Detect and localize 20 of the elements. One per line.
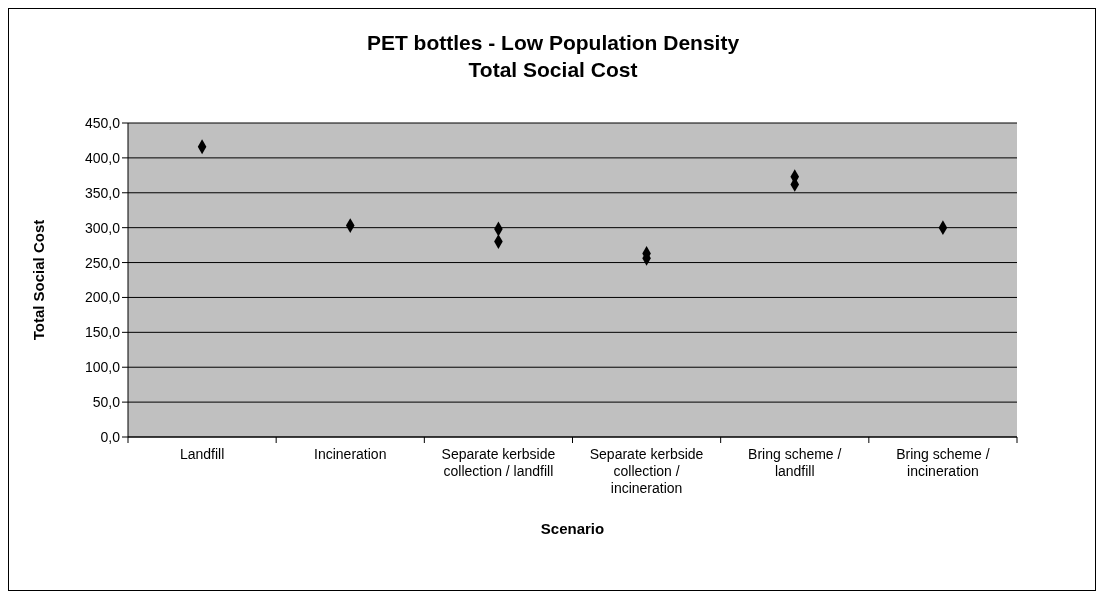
chart-subtitle: Total Social Cost (467, 57, 639, 83)
y-tick-label: 400,0 (84, 149, 121, 166)
x-tick-label: Separate kerbside collection / incineration (589, 446, 704, 496)
x-tick-label: Incineration (314, 446, 387, 462)
y-tick-label: 150,0 (84, 324, 121, 341)
y-tick-label: 450,0 (84, 114, 121, 131)
chart-title: PET bottles - Low Population Density (365, 30, 741, 56)
y-tick-label: 50,0 (92, 394, 121, 411)
x-axis-title: Scenario (540, 520, 605, 537)
y-axis-title: Total Social Cost (30, 219, 48, 341)
y-tick-label: 0,0 (100, 428, 121, 445)
y-tick-label: 100,0 (84, 359, 121, 376)
y-tick-label: 350,0 (84, 184, 121, 201)
y-tick-label: 200,0 (84, 289, 121, 306)
x-tick-label: Bring scheme / incineration (896, 446, 990, 479)
x-tick-label: Bring scheme / landfill (748, 446, 842, 479)
y-tick-label: 300,0 (84, 219, 121, 236)
x-tick-label: Landfill (179, 446, 225, 462)
y-tick-label: 250,0 (84, 254, 121, 271)
x-tick-label: Separate kerbside collection / landfill (441, 446, 556, 479)
